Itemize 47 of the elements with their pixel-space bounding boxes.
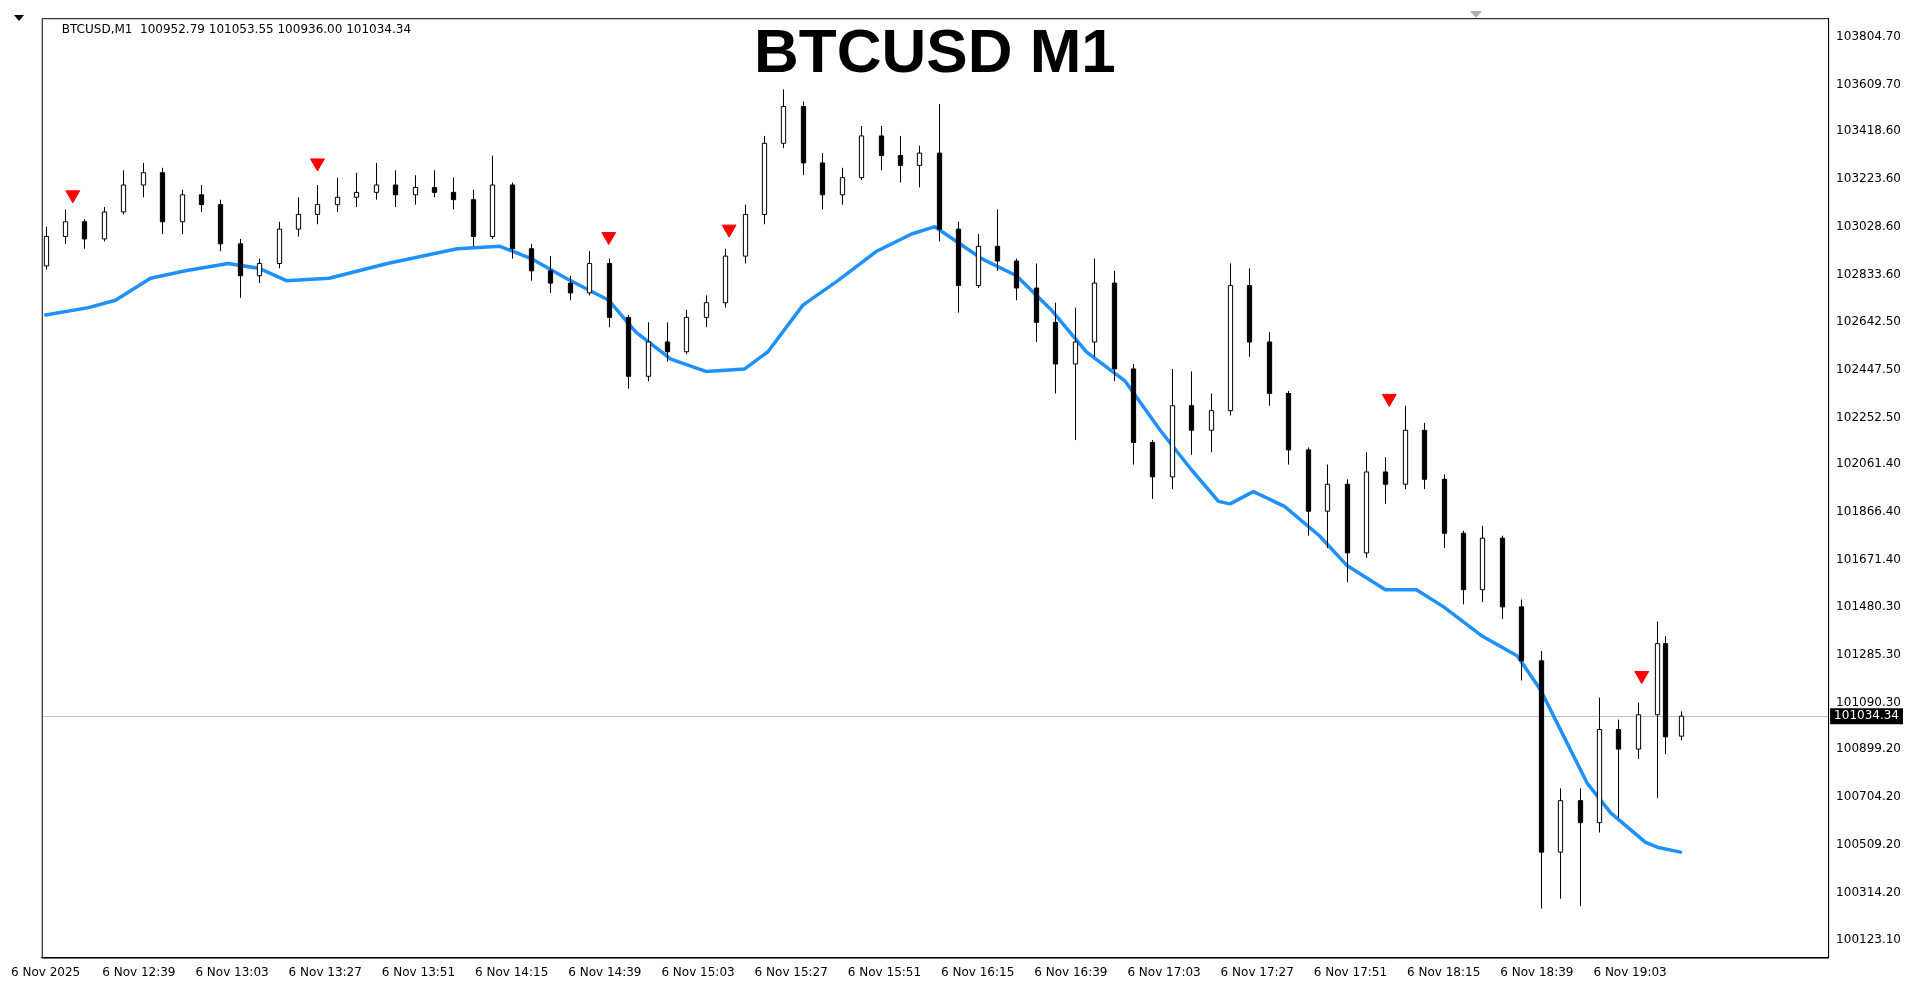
x-tick-label: 6 Nov 15:51 — [847, 964, 922, 979]
x-tick-label: 6 Nov 15:27 — [754, 964, 828, 979]
y-tick-label: 103223.60 — [1836, 171, 1902, 186]
y-tick-label: 103418.60 — [1836, 123, 1902, 138]
x-tick-label: 6 Nov 13:51 — [381, 964, 456, 979]
y-tick-label: 100123.10 — [1836, 931, 1902, 946]
point — [1381, 393, 1397, 407]
x-tick-label: 6 Nov 14:39 — [568, 964, 642, 979]
point — [1634, 671, 1650, 685]
ref-line-label: 101034.34 — [1834, 708, 1900, 723]
y-tick-label: 103028.60 — [1836, 219, 1902, 234]
point — [721, 224, 737, 238]
point — [65, 190, 81, 204]
y-tick-label: 101480.30 — [1836, 598, 1902, 613]
y-tick-label: 102252.50 — [1836, 409, 1902, 424]
x-tick-label: 6 Nov 18:15 — [1407, 964, 1481, 979]
point — [601, 231, 617, 245]
y-tick-label: 101090.30 — [1836, 694, 1902, 709]
y-tick-label: 101866.40 — [1836, 504, 1902, 519]
x-tick-label: 6 Nov 18:39 — [1500, 964, 1574, 979]
x-tick-label: 6 Nov 12:39 — [102, 964, 176, 979]
y-tick-label: 103609.70 — [1836, 76, 1902, 91]
x-tick-label: 6 Nov 19:03 — [1593, 964, 1667, 979]
y-tick-label: 102447.50 — [1836, 361, 1902, 376]
y-tick-label: 102061.40 — [1836, 456, 1902, 471]
y-tick-label: 102642.50 — [1836, 313, 1902, 328]
x-tick-label: 6 Nov 15:03 — [661, 964, 735, 979]
point — [310, 158, 325, 172]
y-tick-label: 100509.20 — [1836, 837, 1902, 852]
x-tick-label: 6 Nov 13:03 — [195, 964, 269, 979]
x-tick-label: 6 Nov 2025 — [11, 964, 81, 979]
y-tick-label: 102833.60 — [1836, 266, 1902, 281]
x-tick-label: 6 Nov 17:51 — [1313, 964, 1388, 979]
y-tick-label: 100314.20 — [1836, 884, 1902, 899]
x-tick-label: 6 Nov 17:27 — [1220, 964, 1294, 979]
annotation: BTCUSD,M1 100952.79 101053.55 100936.00 101034.34 — [61, 22, 412, 37]
x-tick-label: 6 Nov 14:15 — [475, 964, 549, 979]
y-tick-label: 101285.30 — [1836, 646, 1902, 661]
y-tick-label: 100704.20 — [1836, 789, 1902, 804]
y-tick-label: 101671.40 — [1836, 552, 1902, 567]
x-tick-label: 6 Nov 16:15 — [941, 964, 1015, 979]
y-tick-label: 103804.70 — [1836, 28, 1902, 43]
x-tick-label: 6 Nov 13:27 — [288, 964, 362, 979]
chart-title: BTCUSD M1 — [754, 16, 1116, 86]
y-tick-label: 100899.20 — [1836, 741, 1902, 756]
x-tick-label: 6 Nov 16:39 — [1034, 964, 1108, 979]
x-tick-label: 6 Nov 17:03 — [1127, 964, 1201, 979]
